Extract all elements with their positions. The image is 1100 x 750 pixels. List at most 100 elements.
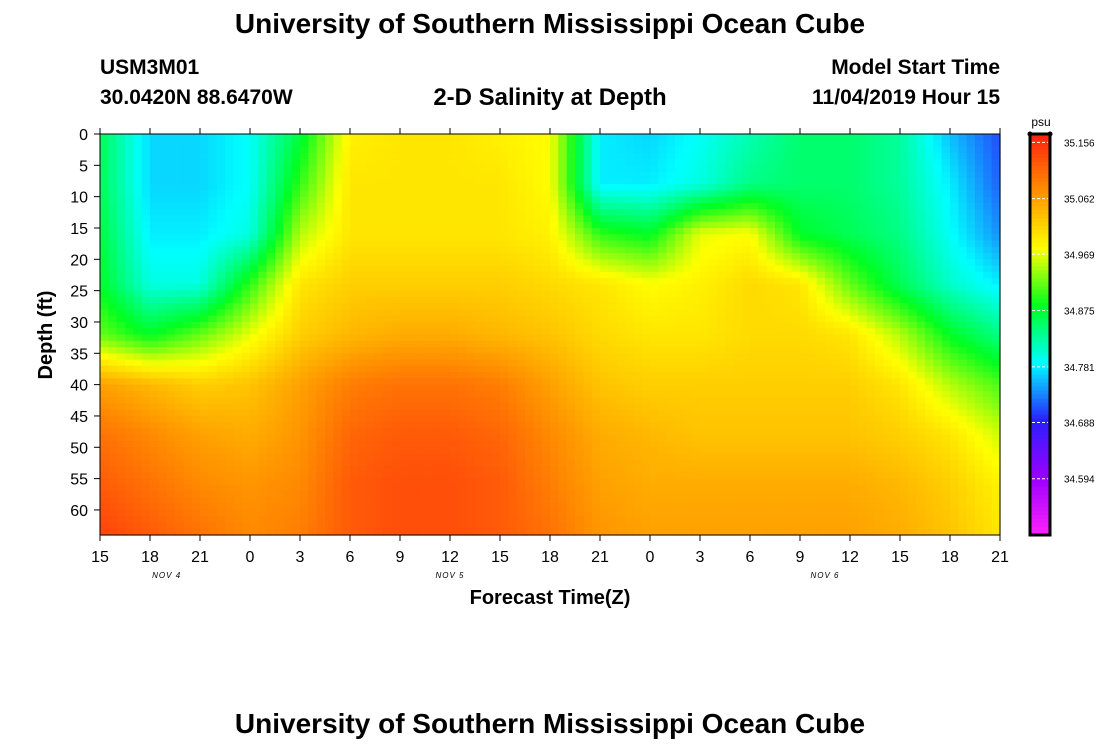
heatmap-cell bbox=[600, 202, 609, 210]
heatmap-cell bbox=[408, 347, 418, 354]
heatmap-cell bbox=[275, 353, 284, 361]
heatmap-cell bbox=[841, 259, 851, 267]
heatmap-cell bbox=[750, 353, 759, 361]
heatmap-cell bbox=[858, 353, 868, 361]
heatmap-cell bbox=[641, 259, 651, 267]
heatmap-cell bbox=[691, 347, 701, 354]
heatmap-cell bbox=[666, 134, 676, 141]
heatmap-cell bbox=[458, 177, 468, 185]
heatmap-cell bbox=[358, 372, 368, 379]
heatmap-cell bbox=[633, 159, 643, 166]
heatmap-cell bbox=[358, 390, 368, 398]
heatmap-cell bbox=[216, 328, 226, 336]
heatmap-cell bbox=[333, 259, 343, 267]
heatmap-cell bbox=[550, 315, 559, 323]
heatmap-cell bbox=[283, 334, 293, 342]
heatmap-cell bbox=[141, 378, 151, 386]
heatmap-cell bbox=[783, 271, 793, 279]
heatmap-cell bbox=[950, 171, 959, 179]
heatmap-cell bbox=[375, 253, 384, 260]
heatmap-cell bbox=[716, 209, 726, 217]
heatmap-cell bbox=[858, 190, 868, 198]
heatmap-cell bbox=[591, 240, 601, 248]
heatmap-cell bbox=[516, 384, 526, 392]
heatmap-cell bbox=[483, 246, 493, 254]
heatmap-cell bbox=[983, 384, 993, 392]
heatmap-cell bbox=[925, 334, 934, 342]
heatmap-cell bbox=[741, 152, 751, 160]
heatmap-cell bbox=[225, 165, 234, 173]
heatmap-cell bbox=[133, 284, 143, 292]
heatmap-cell bbox=[775, 271, 784, 279]
heatmap-cell bbox=[408, 171, 418, 179]
heatmap-cell bbox=[116, 359, 126, 367]
heatmap-cell bbox=[408, 397, 418, 405]
heatmap-cell bbox=[208, 372, 218, 379]
heatmap-cell bbox=[325, 165, 334, 173]
heatmap-cell bbox=[150, 234, 159, 242]
heatmap-cell bbox=[316, 353, 326, 361]
heatmap-cell bbox=[600, 215, 609, 223]
heatmap-cell bbox=[783, 309, 793, 317]
heatmap-cell bbox=[366, 415, 376, 423]
heatmap-cell bbox=[325, 309, 334, 317]
heatmap-cell bbox=[891, 221, 901, 229]
heatmap-cell bbox=[600, 365, 609, 373]
heatmap-cell bbox=[883, 271, 893, 279]
heatmap-cell bbox=[950, 415, 959, 423]
heatmap-cell bbox=[950, 221, 959, 229]
heatmap-cell bbox=[241, 146, 251, 154]
heatmap-cell bbox=[966, 284, 976, 292]
heatmap-cell bbox=[975, 397, 984, 405]
heatmap-cell bbox=[425, 296, 434, 304]
heatmap-cell bbox=[216, 409, 226, 417]
heatmap-cell bbox=[600, 403, 609, 411]
heatmap-cell bbox=[900, 165, 909, 173]
heatmap-cell bbox=[125, 334, 134, 342]
heatmap-cell bbox=[533, 340, 543, 348]
heatmap-cell bbox=[591, 328, 601, 336]
heatmap-cell bbox=[841, 340, 851, 348]
heatmap-cell bbox=[558, 353, 568, 361]
heatmap-cell bbox=[933, 409, 943, 417]
heatmap-cell bbox=[100, 372, 109, 379]
heatmap-cell bbox=[650, 321, 659, 329]
heatmap-cell bbox=[741, 278, 751, 285]
heatmap-cell bbox=[216, 202, 226, 210]
heatmap-cell bbox=[775, 190, 784, 198]
heatmap-cell bbox=[433, 372, 443, 379]
heatmap-cell bbox=[291, 202, 301, 210]
heatmap-cell bbox=[116, 328, 126, 336]
heatmap-cell bbox=[941, 347, 951, 354]
heatmap-cell bbox=[750, 134, 759, 141]
heatmap-cell bbox=[766, 359, 776, 367]
heatmap-cell bbox=[433, 290, 443, 298]
heatmap-cell bbox=[158, 309, 168, 317]
heatmap-cell bbox=[450, 403, 459, 411]
heatmap-cell bbox=[841, 365, 851, 373]
heatmap-cell bbox=[733, 221, 743, 229]
heatmap-cell bbox=[116, 177, 126, 185]
page-title: University of Southern Mississippi Ocean… bbox=[234, 8, 866, 39]
heatmap-cell bbox=[425, 190, 434, 198]
heatmap-cell bbox=[658, 190, 668, 198]
heatmap-cell bbox=[916, 152, 926, 160]
heatmap-cell bbox=[850, 159, 859, 166]
heatmap-cell bbox=[591, 353, 601, 361]
heatmap-cell bbox=[783, 284, 793, 292]
heatmap-cell bbox=[716, 259, 726, 267]
heatmap-cell bbox=[450, 353, 459, 361]
heatmap-cell bbox=[150, 152, 159, 160]
heatmap-cell bbox=[975, 309, 984, 317]
heatmap-cell bbox=[200, 359, 209, 367]
heatmap-cell bbox=[158, 140, 168, 148]
heatmap-cell bbox=[233, 278, 243, 285]
heatmap-cell bbox=[766, 347, 776, 354]
heatmap-cell bbox=[191, 415, 201, 423]
heatmap-cell bbox=[108, 390, 118, 398]
heatmap-cell bbox=[216, 378, 226, 386]
heatmap-cell bbox=[525, 278, 534, 285]
heatmap-cell bbox=[783, 171, 793, 179]
heatmap-cell bbox=[233, 271, 243, 279]
heatmap-cell bbox=[850, 372, 859, 379]
